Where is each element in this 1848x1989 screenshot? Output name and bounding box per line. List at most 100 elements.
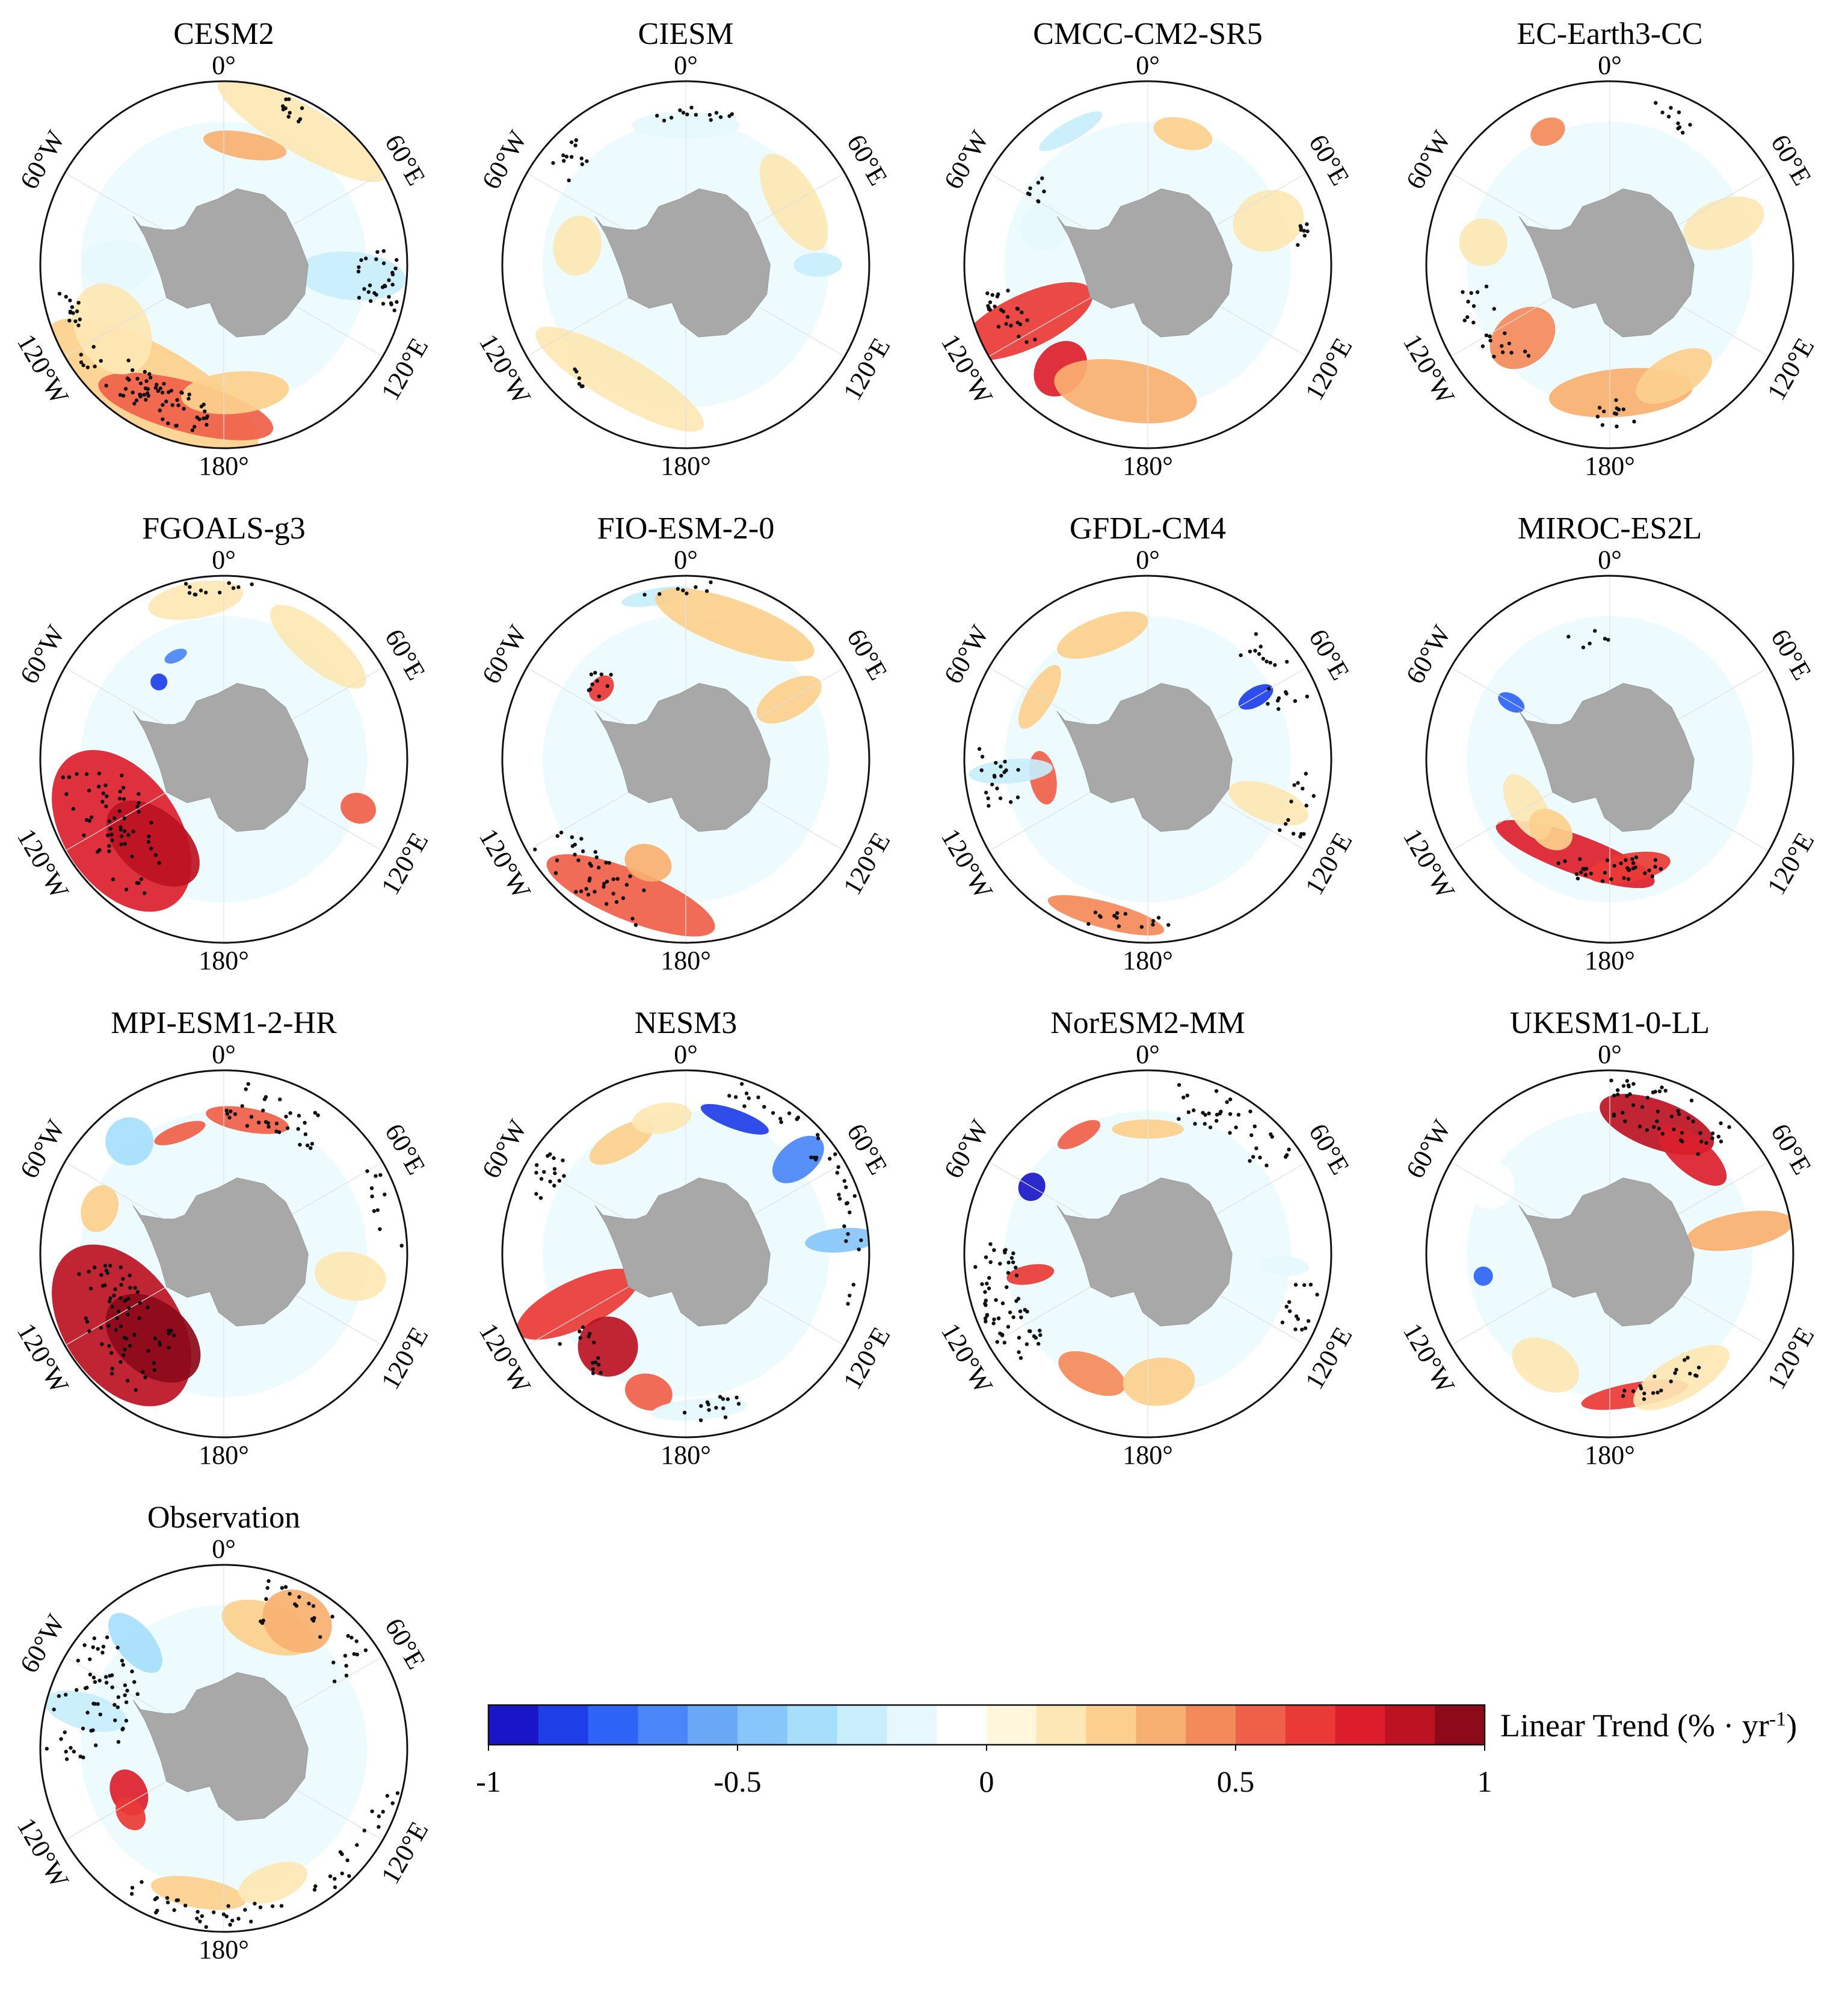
significance-dot <box>848 1210 852 1215</box>
significance-dot <box>1024 1342 1029 1346</box>
significance-dot <box>1615 406 1619 410</box>
significance-dot <box>374 257 378 262</box>
significance-dot <box>1647 868 1651 872</box>
significance-dot <box>1579 870 1583 875</box>
significance-dot <box>771 1111 775 1115</box>
significance-dot <box>104 804 108 809</box>
significance-dot <box>1471 320 1476 325</box>
significance-dot <box>685 113 689 117</box>
significance-dot <box>1192 1108 1196 1112</box>
significance-dot <box>385 1793 389 1798</box>
significance-dot <box>1589 871 1594 876</box>
significance-dot <box>1228 1097 1233 1102</box>
trend-patch <box>81 1185 119 1232</box>
significance-dot <box>1669 1379 1673 1384</box>
significance-dot <box>355 1843 359 1847</box>
significance-dot <box>107 849 111 854</box>
antarctica-land <box>594 188 771 338</box>
significance-dot <box>1015 320 1020 325</box>
significance-dot <box>998 1262 1002 1266</box>
significance-dot <box>1015 795 1020 800</box>
trend-patch <box>589 675 614 702</box>
significance-dot <box>1492 354 1496 359</box>
significance-dot <box>399 1244 404 1248</box>
significance-dot <box>1009 324 1013 328</box>
significance-dot <box>85 365 90 369</box>
significance-dot <box>116 1705 120 1709</box>
significance-dot <box>105 1271 110 1275</box>
significance-dot <box>1300 1327 1304 1332</box>
longitude-label: 0° <box>674 51 698 80</box>
significance-dot <box>104 383 108 388</box>
antarctica-land <box>594 1177 771 1327</box>
significance-dot <box>1308 1283 1313 1287</box>
significance-dot <box>846 1301 850 1306</box>
longitude-label: 0° <box>212 1040 236 1069</box>
significance-dot <box>1018 1356 1023 1360</box>
significance-dot <box>1185 1093 1190 1098</box>
significance-dot <box>87 1269 91 1274</box>
significance-dot <box>258 1905 263 1910</box>
significance-dot <box>579 384 584 389</box>
significance-dot <box>844 1201 849 1206</box>
significance-dot <box>987 1275 991 1280</box>
significance-dot <box>266 1124 271 1129</box>
significance-dot <box>999 774 1003 778</box>
significance-dot <box>88 1657 92 1662</box>
significance-dot <box>1302 233 1307 238</box>
significance-dot <box>1480 344 1485 348</box>
significance-dot <box>1008 1310 1012 1315</box>
significance-dot <box>1249 1133 1254 1138</box>
significance-dot <box>57 1694 61 1698</box>
significance-dot <box>1615 424 1619 428</box>
significance-dot <box>1004 322 1008 326</box>
significance-dot <box>1500 344 1504 348</box>
significance-dot <box>1612 1093 1616 1098</box>
significance-dot <box>369 1186 374 1191</box>
significance-dot <box>97 771 102 776</box>
significance-dot <box>130 1886 135 1890</box>
significance-dot <box>261 1618 265 1623</box>
significance-dot <box>1286 818 1290 822</box>
significance-dot <box>79 360 84 365</box>
significance-dot <box>707 113 712 117</box>
significance-dot <box>1253 649 1257 653</box>
significance-dot <box>85 1685 89 1690</box>
significance-dot <box>1093 910 1098 914</box>
significance-dot <box>740 1082 744 1086</box>
significance-dot <box>984 1298 988 1303</box>
significance-dot <box>118 789 122 794</box>
significance-dot <box>1038 1328 1042 1333</box>
trend-patch <box>98 372 274 440</box>
significance-dot <box>141 1370 145 1374</box>
significance-dot <box>266 1579 271 1583</box>
significance-dot <box>689 105 694 109</box>
significance-dot <box>1566 635 1571 639</box>
significance-dot <box>1003 759 1007 764</box>
significance-dot <box>718 1395 722 1399</box>
significance-dot <box>1296 242 1300 247</box>
trend-patch <box>651 1398 748 1421</box>
panel-title: UKESM1-0-LL <box>1510 1006 1710 1040</box>
significance-dot <box>1287 1147 1291 1152</box>
significance-dot <box>390 271 395 275</box>
significance-dot <box>1027 192 1032 197</box>
significance-dot <box>380 285 385 289</box>
significance-dot <box>1657 1089 1662 1094</box>
significance-dot <box>1603 871 1607 875</box>
significance-dot <box>655 114 659 118</box>
significance-dot <box>395 257 399 262</box>
significance-dot <box>202 416 206 421</box>
significance-dot <box>1277 707 1281 711</box>
significance-dot <box>101 1644 106 1649</box>
significance-dot <box>542 1170 546 1174</box>
significance-dot <box>91 1676 96 1680</box>
significance-dot <box>1583 873 1588 877</box>
significance-dot <box>1651 1391 1656 1395</box>
significance-dot <box>392 308 396 313</box>
significance-dot <box>669 116 674 120</box>
significance-dot <box>762 1105 766 1109</box>
significance-dot <box>1289 800 1293 804</box>
significance-dot <box>725 1397 730 1401</box>
